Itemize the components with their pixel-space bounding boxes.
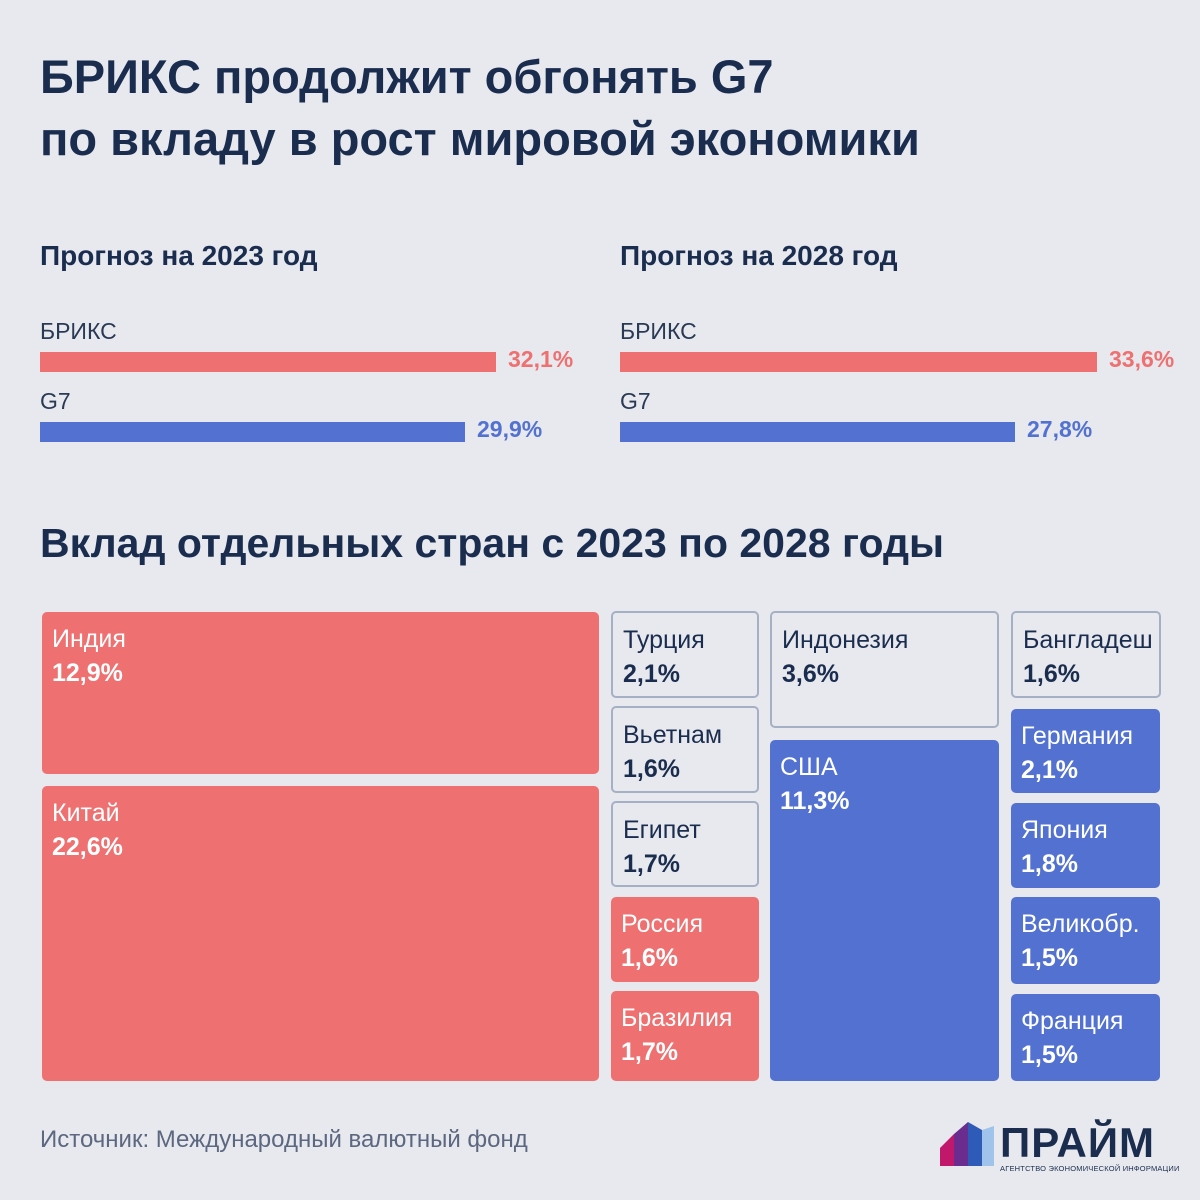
tile-japan: Япония 1,8% bbox=[1011, 803, 1160, 888]
tile-russia: Россия 1,6% bbox=[611, 897, 759, 982]
bar-g7 bbox=[620, 422, 1015, 442]
tile-brazil: Бразилия 1,7% bbox=[611, 991, 759, 1081]
tile-bangladesh: Бангладеш 1,6% bbox=[1011, 611, 1161, 698]
forecast-2028-panel: Прогноз на 2028 год БРИКС 33,6% G7 27,8% bbox=[620, 240, 1180, 442]
tile-value: 1,6% bbox=[623, 755, 680, 783]
treemap-title: Вклад отдельных стран с 2023 по 2028 год… bbox=[40, 520, 945, 566]
tile-france: Франция 1,5% bbox=[1011, 994, 1160, 1081]
tile-label: Бразилия bbox=[621, 1004, 733, 1032]
tile-label: Бангладеш bbox=[1023, 626, 1153, 654]
tile-value: 2,1% bbox=[623, 660, 680, 688]
prime-logo: ПРАЙМ АГЕНТСТВО ЭКОНОМИЧЕСКОЙ ИНФОРМАЦИИ bbox=[940, 1118, 1179, 1178]
forecast-2023-panel: Прогноз на 2023 год БРИКС 32,1% G7 29,9% bbox=[40, 240, 600, 442]
tile-label: Вьетнам bbox=[623, 721, 723, 749]
bar-g7 bbox=[40, 422, 465, 442]
bar-value-brics: 32,1% bbox=[508, 346, 574, 372]
tile-vietnam: Вьетнам 1,6% bbox=[611, 706, 759, 793]
logo-name: ПРАЙМ bbox=[1000, 1119, 1156, 1166]
title-line-1: БРИКС продолжит обгонять G7 bbox=[40, 50, 774, 103]
tile-label: США bbox=[780, 753, 838, 781]
tile-label: Индия bbox=[52, 625, 126, 653]
bar-value-brics: 33,6% bbox=[1109, 346, 1175, 372]
series-label-brics: БРИКС bbox=[620, 318, 697, 344]
title-line-2: по вкладу в рост мировой экономики bbox=[40, 112, 920, 165]
tile-label: Китай bbox=[52, 799, 120, 827]
tile-label: Индонезия bbox=[782, 626, 909, 654]
tile-turkey: Турция 2,1% bbox=[611, 611, 759, 698]
logo-subtitle: АГЕНТСТВО ЭКОНОМИЧЕСКОЙ ИНФОРМАЦИИ bbox=[1000, 1164, 1180, 1173]
tile-value: 11,3% bbox=[780, 787, 850, 815]
tile-label: Россия bbox=[621, 910, 703, 938]
tile-germany: Германия 2,1% bbox=[1011, 709, 1160, 793]
tile-value: 22,6% bbox=[52, 833, 123, 861]
tile-usa: США 11,3% bbox=[770, 740, 999, 1081]
bar-brics bbox=[620, 352, 1097, 372]
forecast-2028-title: Прогноз на 2028 год bbox=[620, 240, 898, 271]
tile-value: 1,7% bbox=[621, 1038, 678, 1066]
forecast-2023-title: Прогноз на 2023 год bbox=[40, 240, 318, 271]
tile-label: Египет bbox=[623, 816, 701, 844]
tile-label: Германия bbox=[1021, 722, 1134, 750]
bar-brics bbox=[40, 352, 496, 372]
series-label-g7: G7 bbox=[620, 388, 651, 414]
series-label-brics: БРИКС bbox=[40, 318, 117, 344]
page-title: БРИКС продолжит обгонять G7 по вкладу в … bbox=[40, 46, 920, 170]
series-label-g7: G7 bbox=[40, 388, 71, 414]
tile-value: 1,5% bbox=[1021, 1041, 1078, 1069]
source-note: Источник: Международный валютный фонд bbox=[40, 1126, 528, 1153]
tile-china: Китай 22,6% bbox=[42, 786, 599, 1081]
tile-value: 12,9% bbox=[52, 659, 123, 687]
bar-value-g7: 29,9% bbox=[477, 416, 543, 442]
tile-value: 1,8% bbox=[1021, 850, 1078, 878]
tile-value: 1,7% bbox=[623, 850, 680, 878]
tile-india: Индия 12,9% bbox=[42, 612, 599, 774]
tile-value: 1,6% bbox=[1023, 660, 1080, 688]
tile-egypt: Египет 1,7% bbox=[611, 801, 759, 887]
prime-logo-icon bbox=[940, 1122, 994, 1166]
bar-value-g7: 27,8% bbox=[1027, 416, 1093, 442]
tile-value: 2,1% bbox=[1021, 756, 1078, 784]
tile-value: 1,6% bbox=[621, 944, 678, 972]
tile-label: Япония bbox=[1021, 816, 1108, 844]
tile-value: 1,5% bbox=[1021, 944, 1078, 972]
tile-label: Франция bbox=[1021, 1007, 1124, 1035]
tile-value: 3,6% bbox=[782, 660, 839, 688]
tile-label: Турция bbox=[623, 626, 705, 654]
tile-label: Великобр. bbox=[1021, 910, 1140, 938]
tile-indonesia: Индонезия 3,6% bbox=[770, 611, 999, 728]
tile-uk: Великобр. 1,5% bbox=[1011, 897, 1160, 984]
